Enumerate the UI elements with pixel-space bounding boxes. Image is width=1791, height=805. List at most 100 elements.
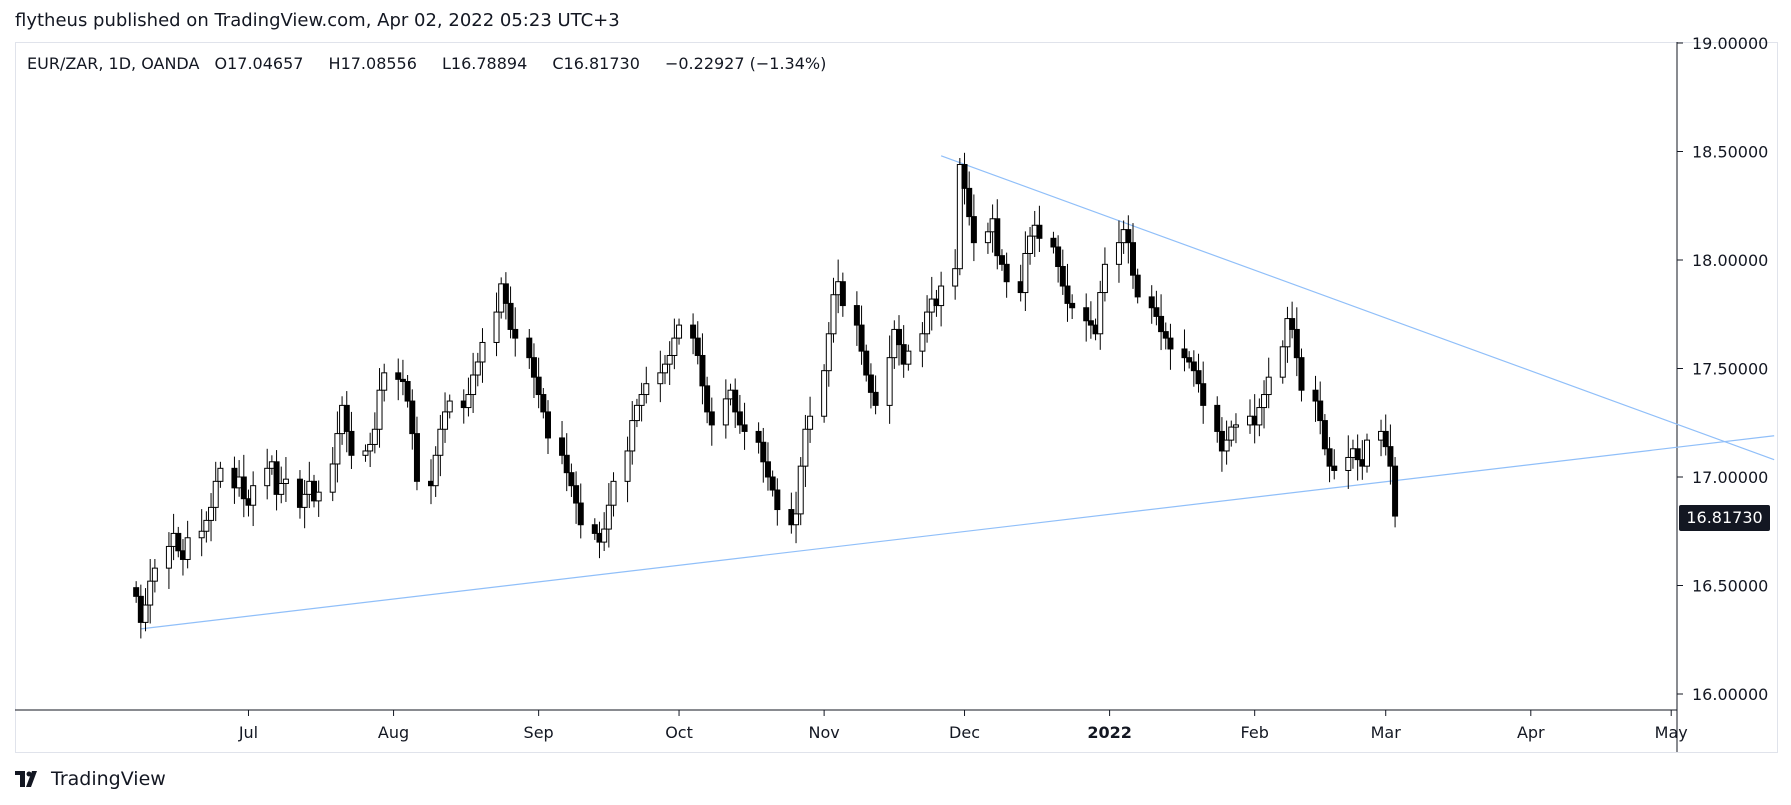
candle-body <box>643 383 650 396</box>
candle-body <box>1097 292 1104 335</box>
candle-body <box>540 394 547 413</box>
candle-body <box>1223 439 1230 452</box>
trendline-1[interactable] <box>940 155 1775 461</box>
candle-body <box>1003 263 1010 283</box>
candle-body <box>1256 407 1263 426</box>
x-tick-label: Aug <box>378 723 409 742</box>
chart-frame[interactable] <box>15 42 1778 753</box>
legend-open: O17.04657 <box>215 54 314 73</box>
candle-body <box>315 491 322 502</box>
candle-body <box>512 328 519 339</box>
legend-change: −0.22927 (−1.34%) <box>664 54 827 73</box>
candle-body <box>563 454 570 474</box>
candle-body <box>793 513 800 526</box>
candle-body <box>760 441 767 463</box>
candle-body <box>905 350 912 365</box>
candle-body <box>1190 361 1197 372</box>
candle-body <box>470 374 477 396</box>
candle-body <box>474 361 481 376</box>
candle-body <box>217 467 224 482</box>
candle-body <box>633 404 640 422</box>
x-tick-label: Nov <box>809 723 840 742</box>
candle-body <box>301 493 308 508</box>
candle-body <box>1298 357 1305 391</box>
legend-open-label: O <box>214 54 228 73</box>
candle-body <box>1232 424 1239 428</box>
candle-body <box>1055 246 1062 268</box>
candle-body <box>984 231 991 244</box>
candle-body <box>624 450 631 482</box>
candle-body <box>362 450 369 456</box>
candle-body <box>1125 229 1132 244</box>
time-axis: Jul Aug Sep Oct Nov Dec 2022 Feb Mar Apr May <box>238 710 1688 742</box>
candle-body <box>376 389 383 430</box>
x-tick-label: Feb <box>1241 723 1269 742</box>
footer-brand[interactable]: TradingView <box>51 768 166 790</box>
candle-body <box>1326 448 1333 467</box>
candle-body <box>769 476 776 491</box>
candle-body <box>1036 224 1043 239</box>
trendlines <box>140 155 1775 630</box>
candle-body <box>690 324 697 339</box>
candles <box>133 152 1399 639</box>
candle-body <box>1354 448 1361 461</box>
candle-body <box>919 333 926 352</box>
candle-body <box>1317 400 1324 422</box>
candle-body <box>872 391 879 406</box>
candle-body <box>952 268 959 287</box>
candle-body <box>1331 465 1338 471</box>
candle-body <box>371 428 378 445</box>
candle-body <box>867 374 874 393</box>
candle-body <box>142 604 149 623</box>
candle-body <box>657 372 664 385</box>
candle-body <box>694 337 701 356</box>
legend-high-label: H <box>328 54 341 73</box>
x-tick-label: May <box>1655 723 1688 742</box>
candle-body <box>1195 370 1202 385</box>
trendline-2[interactable] <box>140 435 1775 630</box>
candle-body <box>699 354 706 387</box>
candle-body <box>395 372 402 380</box>
candle-body <box>559 437 566 456</box>
y-tick-label: 16.00000 <box>1692 685 1768 704</box>
y-tick-label: 17.50000 <box>1692 360 1768 379</box>
legend-symbol: EUR/ZAR, 1D, OANDA <box>27 54 200 73</box>
candle-body <box>399 378 406 383</box>
candle-body <box>1387 446 1394 467</box>
candle-body <box>774 489 781 511</box>
candle-body <box>432 454 439 487</box>
candle-body <box>802 428 809 467</box>
candle-body <box>886 357 893 406</box>
candle-body <box>175 532 182 552</box>
candle-body <box>446 400 453 413</box>
candle-body <box>662 363 668 374</box>
candle-body <box>1022 252 1029 294</box>
candle-body <box>1130 242 1136 276</box>
candle-body <box>704 385 711 413</box>
candle-body <box>1392 465 1399 517</box>
candle-body <box>629 420 636 452</box>
candle-body <box>924 311 931 335</box>
candle-body <box>961 164 968 189</box>
candle-body <box>797 465 804 515</box>
candle-body <box>722 398 729 426</box>
candle-body <box>198 530 205 539</box>
y-tick-label: 16.50000 <box>1692 577 1768 596</box>
candle-body <box>465 394 472 409</box>
candle-body <box>381 372 388 391</box>
candle-body <box>638 394 645 406</box>
candle-body <box>1083 307 1090 322</box>
last-price-tag: 16.81730 <box>1679 505 1770 531</box>
candle-body <box>343 404 350 432</box>
candle-body <box>821 370 828 417</box>
candle-body <box>708 411 715 426</box>
candle-body <box>409 400 416 435</box>
tradingview-logo-icon[interactable] <box>15 771 43 787</box>
legend-high: H17.08556 <box>329 54 427 73</box>
candle-body <box>133 587 140 597</box>
candle-body <box>1289 318 1296 330</box>
candle-body <box>184 537 191 560</box>
candle-body <box>367 443 374 452</box>
candle-body <box>404 381 411 402</box>
